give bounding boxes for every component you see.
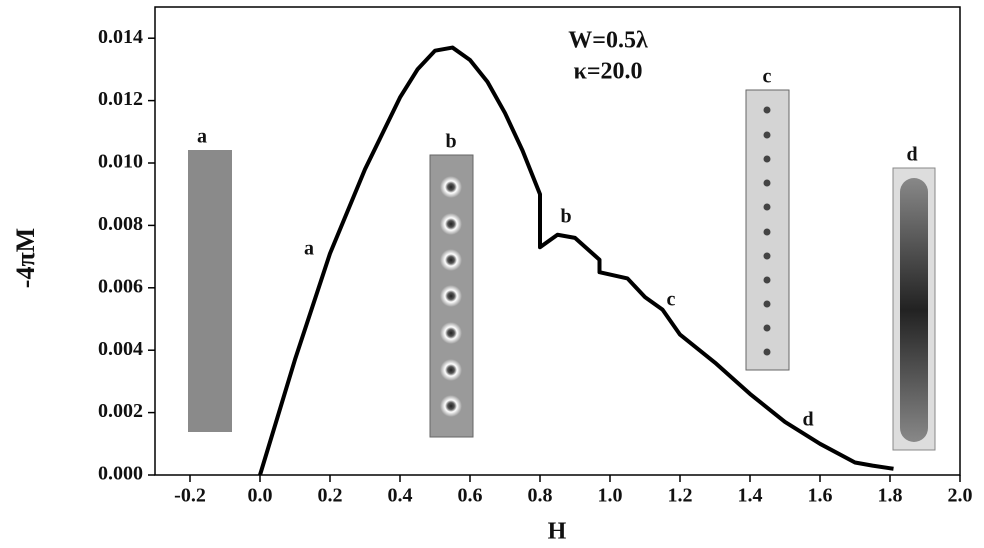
x-tick-label: 0.2: [318, 485, 343, 507]
x-tick-label: 0.8: [528, 485, 553, 507]
y-tick-label: 0.014: [98, 26, 143, 48]
curve-label: a: [304, 238, 314, 260]
annotation: W=0.5λ: [568, 28, 648, 54]
x-tick-label: 1.8: [878, 485, 903, 507]
x-tick-label: 0.0: [248, 485, 273, 507]
inset-label: b: [445, 131, 456, 153]
x-axis-label: H: [548, 519, 567, 545]
x-tick-label: 0.6: [458, 485, 483, 507]
x-tick-label: -0.2: [174, 485, 206, 507]
inset-label: d: [906, 144, 917, 166]
inset-label: c: [763, 66, 772, 88]
x-tick-label: 1.6: [808, 485, 833, 507]
inset-a: [188, 150, 232, 432]
inset-d: [892, 167, 936, 451]
x-tick-label: 1.0: [598, 485, 623, 507]
x-tick-label: 1.4: [738, 485, 763, 507]
inset-label: a: [197, 126, 207, 148]
inset-c: [745, 89, 790, 371]
y-tick-label: 0.012: [98, 88, 143, 110]
y-tick-label: 0.002: [98, 400, 143, 422]
annotation: κ=20.0: [574, 59, 643, 85]
curve-label: b: [560, 206, 571, 228]
x-tick-label: 2.0: [948, 485, 973, 507]
x-tick-label: 0.4: [388, 485, 413, 507]
plot-frame: [154, 6, 961, 476]
y-tick-label: 0.008: [98, 213, 143, 235]
y-axis-label: -4πM: [11, 228, 40, 288]
y-tick-label: 0.010: [98, 151, 143, 173]
data-line: [258, 45, 894, 476]
y-tick-label: 0.006: [98, 275, 143, 297]
curve-label: c: [667, 289, 676, 311]
curve-label: d: [802, 409, 813, 431]
y-tick-label: 0.004: [98, 338, 143, 360]
x-tick-label: 1.2: [668, 485, 693, 507]
y-tick-label: 0.000: [98, 463, 143, 485]
inset-b: [429, 154, 474, 438]
